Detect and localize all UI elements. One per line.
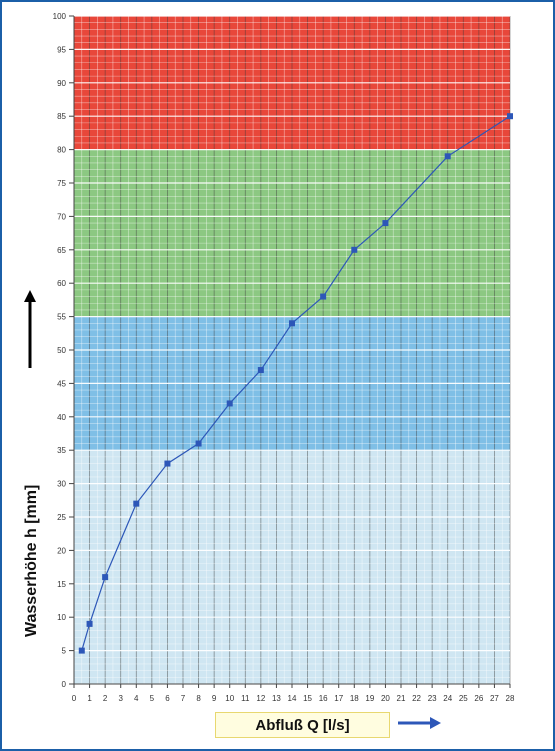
y-tick-label: 50 [57,346,66,355]
x-tick-label: 16 [319,694,328,703]
y-tick-label: 15 [57,580,66,589]
y-tick-label: 45 [57,379,66,388]
data-series [78,113,513,654]
data-point [102,574,109,581]
x-tick-label: 12 [256,694,265,703]
y-axis-arrow-icon [24,290,36,368]
x-tick-label: 18 [350,694,359,703]
x-tick-label: 17 [334,694,343,703]
y-tick-label: 70 [57,212,66,221]
x-tick-labels: 0 1 2 3 4 5 6 7 8 9 10 11 12 13 14 15 16 17 18 19 20 21 22 23 24… [72,684,515,703]
y-tick-label: 80 [57,146,66,155]
y-tick-label: 0 [62,680,67,689]
data-point [257,367,264,374]
y-axis-label: Wasserhöhe h [mm] [23,485,40,637]
x-tick-label: 0 [72,694,77,703]
x-tick-label: 15 [303,694,312,703]
y-tick-label: 10 [57,613,66,622]
data-point [351,246,358,253]
data-point [507,113,513,120]
x-tick-label: 9 [212,694,217,703]
y-tick-label: 65 [57,246,66,255]
data-point [78,647,85,654]
y-tick-labels: 0 5 10 15 20 25 30 35 40 45 50 55 60 65 70 75 80 85 90 95 10… [53,12,74,689]
y-tick-label: 25 [57,513,66,522]
data-point [444,153,451,160]
x-tick-label: 28 [506,694,515,703]
data-point [320,293,327,300]
x-tick-label: 11 [241,694,250,703]
x-tick-label: 10 [225,694,234,703]
x-tick-label: 25 [459,694,468,703]
x-tick-label: 24 [443,694,452,703]
x-tick-label: 8 [196,694,201,703]
x-tick-label: 22 [412,694,421,703]
x-tick-label: 2 [103,694,108,703]
x-tick-label: 7 [181,694,186,703]
x-tick-label: 6 [165,694,170,703]
x-tick-label: 21 [397,694,406,703]
data-point [164,460,171,467]
y-tick-label: 5 [62,647,67,656]
x-tick-label: 26 [474,694,483,703]
y-tick-label: 60 [57,279,66,288]
y-tick-label: 55 [57,313,66,322]
data-point [226,400,233,407]
x-tick-label: 3 [118,694,123,703]
x-tick-label: 13 [272,694,281,703]
data-point [382,220,389,227]
y-tick-label: 35 [57,446,66,455]
data-point [133,500,140,507]
x-tick-label: 4 [134,694,139,703]
x-axis-label: Abfluß Q [l/s] [215,712,390,738]
x-tick-label: 27 [490,694,499,703]
x-tick-label: 23 [428,694,437,703]
x-tick-label: 20 [381,694,390,703]
y-tick-label: 95 [57,45,66,54]
y-tick-label: 20 [57,546,66,555]
x-tick-label: 5 [150,694,155,703]
x-tick-label: 19 [365,694,374,703]
y-tick-label: 85 [57,112,66,121]
data-point [289,320,295,327]
y-tick-label: 100 [53,12,67,21]
x-tick-label: 14 [288,694,297,703]
x-tick-label: 1 [87,694,92,703]
y-tick-label: 90 [57,79,66,88]
chart-grid [73,15,511,685]
y-tick-label: 40 [57,413,66,422]
series-line [81,115,511,651]
x-axis-arrow-icon [398,717,441,729]
data-point [86,620,93,627]
data-point [195,440,202,447]
y-tick-label: 30 [57,480,66,489]
y-tick-label: 75 [57,179,66,188]
